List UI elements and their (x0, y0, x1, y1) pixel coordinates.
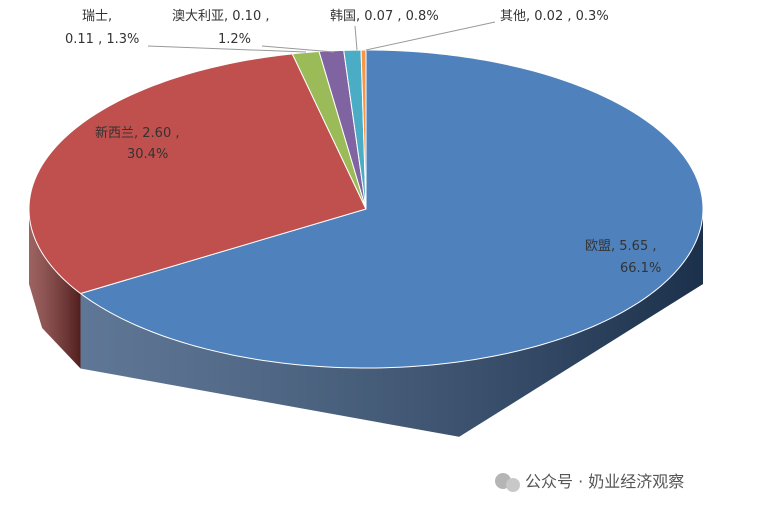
leader-line (261, 45, 335, 53)
label-part: 瑞士 (82, 9, 108, 24)
pie-tops (28, 49, 704, 369)
label-part: 0.10 (232, 9, 261, 24)
data-labels: 欧盟, 5.65 , 66.1% 新西兰, 2.60 , 30.4% 瑞士, 0.11 ,… (65, 8, 661, 276)
leader-line (365, 21, 496, 51)
label-part: 1.3% (106, 32, 139, 47)
data-label: 其他, 0.02 , 0.3% (500, 9, 609, 24)
label-part: 5.65 (619, 239, 648, 254)
label-part: 2.60 (142, 126, 171, 141)
watermark-text: 公众号 · 奶业经济观察 (525, 472, 684, 491)
label-part: 1.2% (218, 32, 251, 47)
data-label: 0.11 , 1.3% (65, 32, 139, 47)
watermark-icon (506, 478, 520, 492)
label-part: 其他 (500, 9, 526, 24)
watermark: 公众号 · 奶业经济观察 (495, 472, 684, 492)
pie-side-shade (29, 209, 81, 369)
label-part: 0.02 (534, 9, 563, 24)
label-part: 0.3% (576, 9, 609, 24)
data-label: 韩国, 0.07 , 0.8% (330, 9, 439, 24)
label-part: 0.07 (364, 9, 393, 24)
data-label: 欧盟, 5.65 , (585, 239, 657, 254)
pie-sides (29, 209, 704, 437)
label-part: 新西兰 (95, 125, 134, 141)
pie-slice (291, 51, 367, 210)
leader-line (354, 25, 358, 51)
pie-slice (28, 53, 367, 295)
data-label: 30.4% (127, 147, 168, 162)
label-part: 澳大利亚 (172, 8, 224, 24)
data-label: 新西兰, 2.60 , (95, 125, 180, 141)
label-part: 欧盟 (585, 239, 611, 254)
data-label: 1.2% (218, 32, 251, 47)
data-label: 澳大利亚, 0.10 , (172, 8, 270, 24)
label-part: 66.1% (620, 261, 661, 276)
label-part: 0.8% (406, 9, 439, 24)
pie-slice (79, 49, 704, 369)
data-label: 瑞士, (82, 9, 112, 24)
pie-slice (360, 49, 367, 210)
label-part: 韩国 (330, 9, 356, 24)
leader-line (147, 45, 307, 53)
label-part: 30.4% (127, 147, 168, 162)
label-part: 0.11 (65, 32, 94, 47)
pie-side-shade (80, 209, 704, 437)
data-label: 66.1% (620, 261, 661, 276)
